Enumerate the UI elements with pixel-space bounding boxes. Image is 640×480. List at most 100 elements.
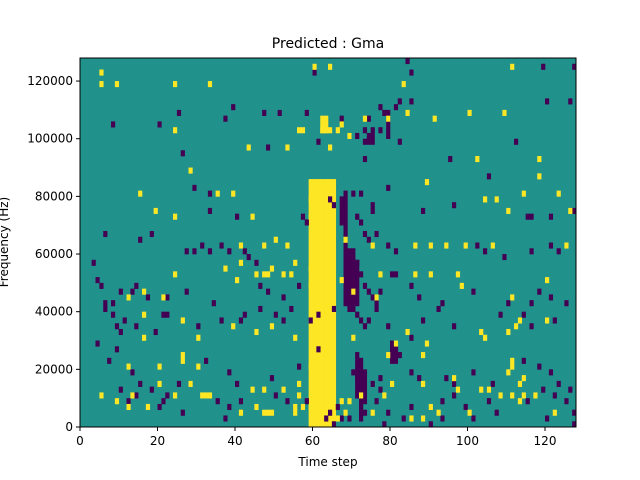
low-cell — [529, 323, 534, 330]
low-cell — [378, 104, 383, 111]
high-cell — [254, 271, 259, 278]
heatmap-plot-area — [79, 57, 577, 428]
high-cell — [308, 282, 313, 289]
low-cell — [386, 184, 391, 191]
low-cell — [463, 403, 468, 411]
low-cell — [417, 294, 422, 301]
low-band-cell — [362, 369, 368, 405]
low-cell — [486, 398, 492, 405]
high-cell — [424, 340, 430, 347]
low-cell — [134, 323, 139, 330]
high-cell — [421, 352, 426, 359]
high-cell — [297, 392, 302, 399]
low-cell — [378, 375, 383, 382]
low-cell — [359, 271, 364, 278]
low-cell — [397, 352, 402, 359]
high-cell — [293, 409, 298, 416]
high-cell — [428, 242, 433, 249]
high-cell — [393, 340, 399, 347]
low-cell — [149, 386, 154, 393]
low-cell — [316, 138, 321, 145]
low-cell — [266, 288, 271, 295]
high-cell — [269, 409, 275, 416]
low-cell — [370, 202, 375, 209]
high-cell — [545, 277, 550, 284]
low-cell — [452, 323, 457, 330]
high-cell — [409, 415, 414, 422]
low-cell — [409, 403, 414, 411]
low-cell — [297, 282, 302, 289]
low-band-cell — [355, 352, 360, 393]
high-cell — [510, 294, 515, 301]
low-cell — [91, 259, 96, 266]
high-cell — [145, 403, 151, 411]
low-cell — [180, 409, 185, 416]
high-cell — [483, 334, 488, 341]
high-cell — [250, 386, 255, 393]
low-band-cell — [390, 346, 395, 364]
low-cell — [289, 305, 294, 312]
low-cell — [374, 230, 379, 238]
high-cell — [494, 196, 499, 203]
low-cell — [165, 311, 170, 318]
low-cell — [145, 294, 151, 301]
high-cell — [324, 127, 329, 134]
low-cell — [161, 311, 166, 318]
x-tick-label: 80 — [382, 434, 397, 448]
low-cell — [552, 392, 557, 399]
high-cell — [479, 328, 484, 336]
low-cell — [498, 311, 503, 318]
high-band-cell — [331, 179, 337, 428]
y-tick-label: 120000 — [27, 74, 73, 88]
low-band-cell — [359, 357, 364, 422]
low-cell — [176, 380, 182, 387]
high-cell — [432, 115, 437, 122]
low-cell — [552, 317, 557, 324]
low-cell — [297, 363, 302, 370]
low-cell — [134, 392, 139, 399]
low-cell — [207, 248, 213, 255]
low-cell — [157, 121, 162, 128]
low-cell — [103, 230, 108, 238]
high-cell — [413, 271, 418, 278]
heatmap-cells — [91, 58, 577, 428]
low-cell — [300, 213, 306, 220]
low-cell — [328, 409, 333, 416]
low-cell — [238, 317, 244, 324]
high-cell — [521, 375, 526, 382]
high-band-cell — [308, 179, 313, 428]
high-cell — [401, 81, 406, 88]
low-cell — [207, 190, 213, 197]
high-cell — [490, 242, 495, 249]
low-cell — [401, 415, 406, 422]
high-cell — [99, 392, 104, 399]
low-cell — [312, 69, 317, 76]
high-cell — [568, 207, 573, 214]
low-cell — [130, 369, 135, 376]
low-cell — [111, 311, 116, 318]
x-axis-ticks: 0 20 40 60 80 100 120 — [76, 427, 556, 448]
high-cell — [378, 271, 383, 278]
high-cell — [308, 196, 313, 203]
high-cell — [517, 317, 523, 324]
low-cell — [452, 202, 457, 209]
low-cell — [529, 300, 534, 307]
low-cell — [285, 398, 290, 405]
high-cell — [517, 380, 523, 387]
low-band-cell — [343, 196, 348, 307]
x-tick-label: 0 — [76, 434, 84, 448]
high-cell — [413, 242, 418, 249]
low-cell — [153, 328, 158, 336]
high-cell — [254, 403, 259, 411]
low-cell — [107, 357, 112, 364]
high-cell — [506, 328, 511, 336]
low-cell — [386, 242, 391, 249]
high-cell — [335, 127, 340, 134]
high-cell — [556, 190, 561, 197]
high-cell — [537, 173, 542, 180]
low-cell — [196, 323, 201, 330]
low-cell — [409, 369, 414, 376]
low-cell — [471, 288, 476, 295]
high-cell — [467, 409, 472, 416]
low-cell — [366, 288, 371, 295]
